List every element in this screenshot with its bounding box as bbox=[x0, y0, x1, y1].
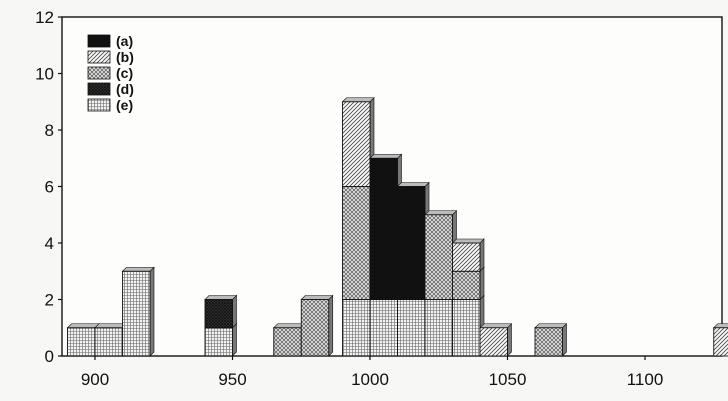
bar-side bbox=[562, 323, 567, 357]
bar-segment bbox=[342, 101, 371, 187]
bar-top bbox=[424, 210, 458, 216]
bar-side bbox=[149, 266, 155, 357]
legend-swatch bbox=[87, 34, 111, 48]
bar-segment bbox=[452, 242, 481, 272]
bar-segment bbox=[424, 214, 453, 300]
x-tick-label: 1000 bbox=[351, 370, 389, 389]
bar-segment bbox=[534, 327, 563, 357]
x-tick-label: 950 bbox=[218, 370, 246, 389]
bar-segment bbox=[94, 327, 123, 357]
bars-layer bbox=[66, 97, 728, 357]
y-tick-label: 0 bbox=[45, 347, 54, 366]
y-tick-label: 6 bbox=[45, 178, 54, 197]
bar-top bbox=[534, 323, 568, 329]
y-tick-label: 2 bbox=[45, 291, 54, 310]
bar-segment bbox=[369, 299, 398, 357]
bar-top bbox=[94, 323, 128, 329]
y-tick-label: 4 bbox=[45, 234, 54, 253]
legend-label: (d) bbox=[116, 81, 134, 97]
bar-top bbox=[369, 153, 403, 159]
bar-top bbox=[396, 182, 430, 187]
legend-swatch bbox=[87, 50, 111, 64]
bar-top bbox=[479, 323, 513, 329]
legend-label: (c) bbox=[116, 65, 133, 81]
bar-segment bbox=[300, 299, 330, 357]
bar-top bbox=[66, 323, 100, 329]
legend-swatch bbox=[87, 82, 111, 96]
y-tick-label: 12 bbox=[35, 8, 54, 27]
bar-side bbox=[328, 294, 334, 357]
bar-segment bbox=[397, 186, 426, 300]
bar-segment bbox=[273, 327, 302, 357]
bar-side bbox=[479, 238, 485, 272]
bar-top bbox=[341, 97, 375, 103]
axes-layer: 0 2 4 6 8 10 12 900 950 1000 1050 1100 bbox=[35, 8, 663, 389]
y-tick-label: 8 bbox=[45, 121, 54, 140]
y-tick-label: 10 bbox=[35, 65, 54, 84]
legend-label: (b) bbox=[116, 49, 134, 65]
bar-side bbox=[507, 323, 512, 357]
x-tick-label: 1050 bbox=[489, 370, 527, 389]
bar-top bbox=[713, 323, 728, 329]
bar-segment bbox=[397, 299, 426, 357]
bar-segment bbox=[479, 327, 508, 357]
bar-side bbox=[479, 266, 485, 301]
bar-segment bbox=[67, 327, 96, 357]
bar-side bbox=[232, 294, 237, 329]
bar-segment bbox=[452, 270, 481, 300]
bar-segment bbox=[204, 327, 233, 357]
legend-label: (e) bbox=[116, 97, 133, 113]
legend: (a)(b)(c)(d)(e) bbox=[87, 33, 134, 113]
x-tick-label: 1100 bbox=[627, 370, 664, 389]
bar-side bbox=[232, 323, 237, 357]
bar-segment bbox=[369, 157, 398, 300]
bar-top bbox=[273, 323, 306, 329]
bar-top bbox=[451, 238, 485, 244]
legend-swatch bbox=[87, 66, 111, 80]
x-tick-label: 900 bbox=[81, 370, 109, 389]
bar-segment bbox=[452, 299, 481, 357]
bar-segment bbox=[713, 327, 728, 357]
bar-segment bbox=[424, 299, 453, 357]
bar-segment bbox=[342, 299, 371, 357]
bar-top bbox=[121, 266, 155, 272]
bar-top bbox=[204, 295, 238, 300]
bar-segment bbox=[122, 270, 151, 357]
legend-swatch bbox=[87, 98, 111, 112]
bar-segment bbox=[204, 299, 233, 329]
bar-top bbox=[300, 295, 334, 300]
legend-label: (a) bbox=[116, 33, 133, 49]
bar-segment bbox=[342, 186, 371, 300]
